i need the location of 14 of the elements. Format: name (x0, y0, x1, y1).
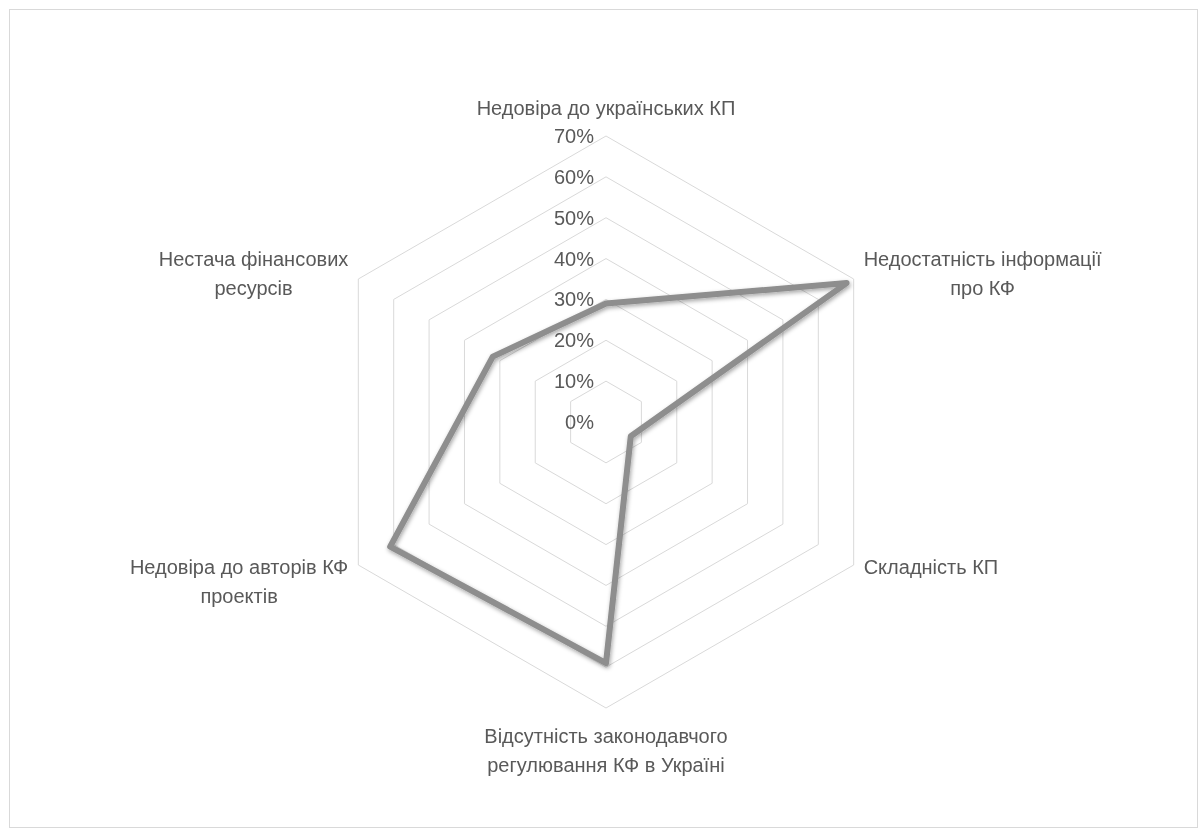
y-tick-label: 50% (553, 206, 595, 229)
spoke-label: Недовіра до авторів КФ проектів (129, 556, 349, 607)
y-tick-label: 0% (565, 411, 595, 433)
spoke-label: Недовіра до українських КП (476, 97, 736, 119)
spoke-label: Відсутність законодавчого регулювання КФ в Україні (484, 725, 728, 776)
spoke-label: Недостатність інформації про КФ (863, 248, 1102, 299)
spoke-label: Нестача фінансових ресурсів (158, 248, 349, 299)
y-tick-label: 10% (553, 370, 595, 393)
y-tick-label: 20% (553, 329, 595, 352)
y-tick-label: 40% (553, 247, 595, 270)
y-tick-label: 70% (553, 125, 595, 147)
y-tick-label: 30% (553, 288, 595, 311)
spoke-label: Складність КП (863, 556, 999, 578)
y-tick-label: 60% (553, 165, 595, 188)
